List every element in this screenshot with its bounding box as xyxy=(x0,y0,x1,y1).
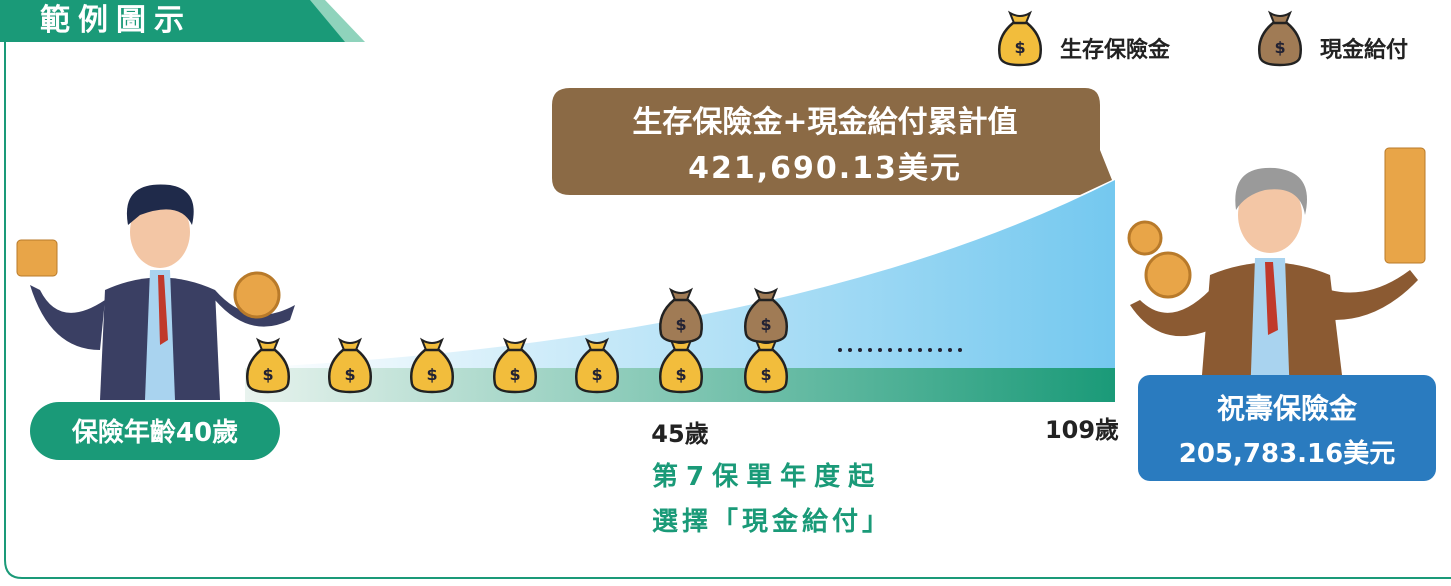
bag-survival xyxy=(247,340,289,392)
legend-label: 現金給付 xyxy=(1320,37,1408,63)
infographic: $ 範例圖示 生存保險金 現金給付 生存保險 xyxy=(0,0,1451,586)
maturity-value: 205,783.16美元 xyxy=(1179,438,1395,469)
start-label: 保險年齡40歲 xyxy=(71,417,238,448)
legend: 生存保險金 現金給付 xyxy=(999,13,1408,65)
callout: 生存保險金+現金給付累計值 421,690.13美元 xyxy=(552,88,1112,195)
legend-icon-cash xyxy=(1259,13,1301,65)
mid-label: 45歲 xyxy=(651,420,708,448)
end-label: 109歲 xyxy=(1045,416,1119,444)
bag-survival xyxy=(411,340,453,392)
legend-label: 生存保險金 xyxy=(1060,37,1171,63)
bag-survival xyxy=(329,340,371,392)
header: 範例圖示 xyxy=(0,0,365,42)
bag-cash xyxy=(745,290,787,342)
note-line: 選擇「現金給付」 xyxy=(652,506,892,537)
note-line: 第7保單年度起 xyxy=(652,461,882,492)
callout-title: 生存保險金+現金給付累計值 xyxy=(632,105,1017,140)
header-title: 範例圖示 xyxy=(40,3,192,38)
legend-icon-survival xyxy=(999,13,1041,65)
old-man xyxy=(1129,148,1425,400)
callout-value: 421,690.13美元 xyxy=(688,151,962,186)
bag-cash xyxy=(660,290,702,342)
maturity-title: 祝壽保險金 xyxy=(1217,392,1358,425)
